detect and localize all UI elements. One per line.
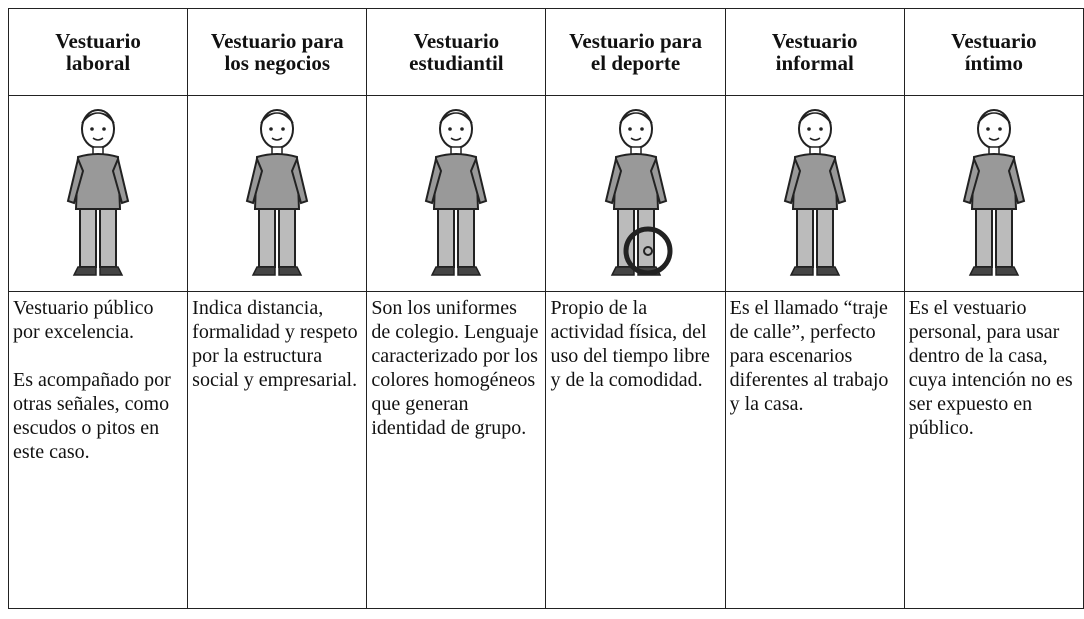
illustration: [237, 101, 317, 281]
header-row: Vestuario laboral Vestuario para los neg…: [7, 8, 1084, 96]
illustration-cell: [903, 95, 1084, 292]
illustration: [58, 101, 138, 281]
illustration-cell: [7, 95, 189, 292]
header-cell: Vestuario laboral: [7, 8, 189, 96]
description-paragraph: Es el llamado “traje de calle”, perfecto…: [729, 297, 889, 415]
illustration: [954, 101, 1034, 281]
illustration-cell: [366, 95, 547, 292]
description-cell: Es el vestuario personal, para usar dent…: [903, 291, 1084, 609]
illustration-cell: [724, 95, 905, 292]
illustration-row: [7, 95, 1084, 292]
illustration: [416, 101, 496, 281]
description-paragraph: Propio de la actividad física, del uso d…: [550, 297, 710, 391]
clothing-table: Vestuario laboral Vestuario para los neg…: [7, 8, 1084, 609]
illustration: [775, 101, 855, 281]
description-paragraph: Indica distancia, formalidad y respeto p…: [192, 297, 358, 391]
illustration: [596, 101, 673, 281]
description-cell: Vestuario público por excelencia. Es acom…: [7, 291, 189, 609]
header-cell: Vestuario informal: [724, 8, 905, 96]
description-row: Vestuario público por excelencia. Es acom…: [7, 291, 1084, 609]
illustration-cell: [187, 95, 368, 292]
description-cell: Propio de la actividad física, del uso d…: [545, 291, 726, 609]
description-cell: Indica distancia, formalidad y respeto p…: [187, 291, 368, 609]
description-cell: Son los uniformes de colegio. Lenguaje c…: [366, 291, 547, 609]
description-paragraph: Es acompañado por otras señales, como es…: [13, 369, 171, 463]
header-cell: Vestuario para el deporte: [545, 8, 726, 96]
description-paragraph: Vestuario público por excelencia.: [13, 297, 154, 343]
header-cell: Vestuario estudiantil: [366, 8, 547, 96]
description-paragraph: Es el vestuario personal, para usar dent…: [908, 297, 1073, 439]
header-cell: Vestuario íntimo: [903, 8, 1084, 96]
description-paragraph: Son los uniformes de colegio. Lenguaje c…: [371, 297, 539, 439]
illustration-cell: [545, 95, 726, 292]
description-cell: Es el llamado “traje de calle”, perfecto…: [724, 291, 905, 609]
header-cell: Vestuario para los negocios: [187, 8, 368, 96]
